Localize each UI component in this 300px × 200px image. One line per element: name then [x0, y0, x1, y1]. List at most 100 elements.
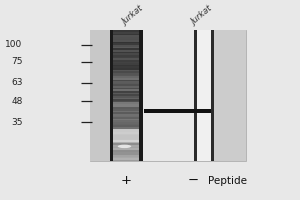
Bar	[110, 94, 142, 96]
Bar	[214, 30, 246, 161]
Bar	[110, 145, 142, 147]
Bar	[110, 129, 142, 130]
Text: Jurkat: Jurkat	[120, 4, 145, 27]
Bar	[110, 111, 142, 112]
Bar	[110, 68, 142, 70]
Bar	[110, 57, 142, 58]
Text: 48: 48	[11, 97, 22, 106]
Bar	[110, 80, 142, 81]
Bar	[110, 91, 142, 93]
Bar	[110, 143, 142, 145]
Bar	[110, 83, 142, 84]
Ellipse shape	[118, 145, 131, 148]
Bar	[110, 158, 142, 160]
Bar	[110, 139, 142, 140]
Bar	[110, 37, 142, 39]
Bar	[110, 98, 142, 99]
Bar	[90, 30, 110, 161]
Bar	[110, 89, 142, 91]
Bar	[110, 140, 142, 142]
Text: Jurkat: Jurkat	[189, 4, 214, 27]
Bar	[110, 30, 113, 161]
Bar	[110, 120, 142, 122]
Bar	[110, 32, 142, 34]
Bar	[110, 124, 142, 125]
Bar	[110, 76, 142, 78]
Bar	[110, 93, 142, 94]
Bar	[110, 160, 142, 161]
Bar	[110, 52, 142, 53]
Bar	[110, 152, 142, 153]
Bar	[110, 112, 142, 114]
Bar	[110, 42, 142, 43]
Text: +: +	[121, 174, 131, 187]
Bar	[110, 53, 142, 55]
Bar	[110, 58, 142, 60]
Text: Peptide: Peptide	[208, 176, 247, 186]
Bar	[110, 157, 142, 158]
Bar	[110, 102, 142, 104]
Bar	[110, 104, 142, 106]
Bar	[110, 45, 142, 47]
Bar	[110, 73, 142, 75]
Bar	[194, 30, 197, 161]
Bar	[110, 63, 142, 65]
Bar	[110, 101, 142, 102]
Bar	[211, 30, 214, 161]
Bar	[110, 132, 142, 134]
Bar	[110, 106, 142, 107]
Bar	[110, 150, 142, 152]
Bar	[110, 109, 142, 111]
Bar	[110, 135, 142, 137]
Bar	[110, 122, 142, 124]
Bar	[110, 34, 142, 35]
Bar	[110, 39, 142, 40]
Bar	[110, 116, 142, 117]
Bar	[110, 117, 142, 119]
Bar	[110, 48, 142, 50]
Bar	[110, 40, 142, 42]
Text: 63: 63	[11, 78, 22, 87]
Bar	[110, 119, 142, 120]
Text: 100: 100	[5, 40, 22, 49]
Text: −: −	[188, 174, 199, 187]
Bar	[110, 142, 142, 143]
Bar	[110, 75, 142, 76]
Bar	[110, 70, 142, 71]
Bar	[110, 65, 142, 66]
Bar	[110, 43, 142, 45]
Bar	[110, 71, 142, 73]
Bar	[110, 47, 142, 48]
Bar	[110, 78, 142, 80]
Bar	[144, 109, 211, 113]
Bar	[110, 148, 142, 150]
Bar	[110, 81, 142, 83]
Bar	[110, 96, 142, 98]
Bar	[110, 86, 142, 88]
Bar	[110, 107, 142, 109]
Bar	[110, 60, 142, 62]
Bar	[110, 35, 142, 37]
Bar	[90, 30, 246, 161]
Bar	[110, 84, 142, 86]
Bar	[110, 130, 142, 132]
Bar	[110, 147, 142, 148]
Bar	[110, 62, 142, 63]
Text: 75: 75	[11, 57, 22, 66]
Bar	[110, 114, 142, 116]
Bar	[110, 99, 142, 101]
Bar	[110, 66, 142, 68]
Text: 35: 35	[11, 118, 22, 127]
Bar	[139, 30, 142, 161]
Bar	[110, 153, 142, 155]
Bar	[110, 155, 142, 157]
Bar	[110, 30, 142, 32]
Bar	[110, 88, 142, 89]
Bar	[110, 125, 142, 127]
Bar	[110, 55, 142, 57]
Bar	[142, 30, 194, 161]
Bar	[110, 127, 142, 129]
Bar	[110, 50, 142, 52]
Bar	[110, 137, 142, 139]
Bar	[194, 30, 214, 161]
